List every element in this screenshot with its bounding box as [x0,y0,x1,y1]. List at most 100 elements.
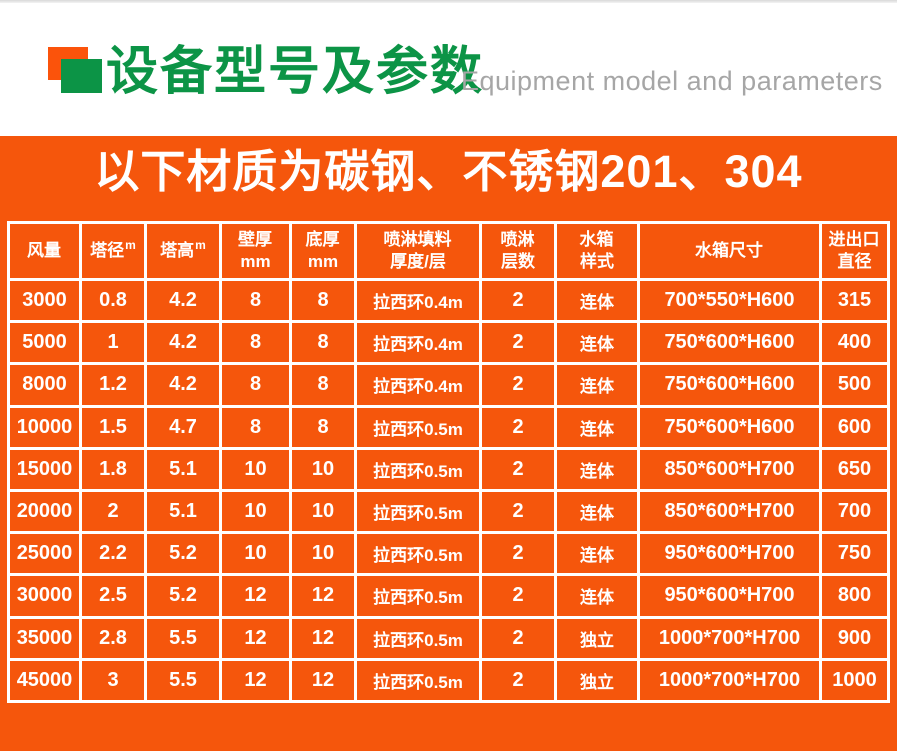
table-cell: 950*600*H700 [640,576,819,616]
table-cell: 2.5 [82,576,144,616]
table-cell: 5.2 [147,576,219,616]
header-unit: m [125,237,136,252]
table-cell: 2 [482,449,554,489]
table-cell: 1.5 [82,407,144,447]
table-cell: 5.5 [147,660,219,700]
table-cell: 315 [822,281,887,321]
table-cell: 10 [222,449,289,489]
table-cell: 4.7 [147,407,219,447]
table-cell: 850*600*H700 [640,492,819,532]
table-cell: 拉西环0.5m [357,576,479,616]
table-cell: 750 [822,534,887,574]
table-cell: 800 [822,576,887,616]
top-divider [0,0,897,3]
spec-table: 风量 塔径 m 塔高 m 壁厚 mm 底厚 mm 喷淋填料 厚度/层 [7,221,890,703]
header-text: 塔径 [90,240,125,260]
column-header-bottom-thickness: 底厚 mm [292,224,354,278]
table-cell: 4.2 [147,365,219,405]
header-text: 水箱尺寸 [695,240,763,260]
table-cell: 8 [292,323,354,363]
table-cell: 1 [82,323,144,363]
table-cell: 拉西环0.4m [357,323,479,363]
column-header-tower-height: 塔高 m [147,224,219,278]
table-cell: 1000*700*H700 [640,618,819,658]
table-cell: 5.2 [147,534,219,574]
table-cell: 45000 [10,660,79,700]
table-cell: 2 [482,618,554,658]
table-cell: 1.2 [82,365,144,405]
table-cell: 750*600*H600 [640,365,819,405]
table-cell: 10 [292,492,354,532]
table-cell: 4.2 [147,323,219,363]
table-cell: 8 [222,281,289,321]
header-text: 喷淋 [500,229,535,249]
table-cell: 700*550*H600 [640,281,819,321]
table-cell: 12 [292,660,354,700]
table-cell: 8 [222,407,289,447]
table-cell: 15000 [10,449,79,489]
table-cell: 2 [482,407,554,447]
table-cell: 10 [292,534,354,574]
table-cell: 连体 [557,323,637,363]
table-cell: 12 [222,618,289,658]
table-cell: 0.8 [82,281,144,321]
header-text: 壁厚 [238,229,272,249]
logo-green-square [61,59,102,93]
header-text: 喷淋填料 [383,229,452,249]
table-cell: 2 [482,323,554,363]
table-cell: 12 [292,576,354,616]
table-cell: 连体 [557,534,637,574]
column-header-inlet-outlet-diameter: 进出口 直径 [822,224,887,278]
table-cell: 8 [292,407,354,447]
table-cell: 2 [482,492,554,532]
header-unit: m [195,237,206,252]
table-cell: 拉西环0.5m [357,449,479,489]
table-cell: 8 [222,323,289,363]
spec-section: 以下材质为碳钢、不锈钢201、304 风量 塔径 m 塔高 m 壁厚 mm 底厚 m… [0,136,897,751]
table-cell: 连体 [557,365,637,405]
table-cell: 2 [482,660,554,700]
table-cell: 12 [222,660,289,700]
table-cell: 独立 [557,618,637,658]
header-text-line2: mm [240,252,271,271]
table-cell: 拉西环0.4m [357,365,479,405]
table-cell: 10 [222,492,289,532]
table-cell: 连体 [557,407,637,447]
table-cell: 750*600*H600 [640,323,819,363]
table-cell: 8 [292,365,354,405]
table-cell: 850*600*H700 [640,449,819,489]
table-cell: 600 [822,407,887,447]
table-cell: 独立 [557,660,637,700]
column-header-spray-packing: 喷淋填料 厚度/层 [357,224,479,278]
table-cell: 5.5 [147,618,219,658]
table-cell: 900 [822,618,887,658]
table-cell: 连体 [557,492,637,532]
column-header-wall-thickness: 壁厚 mm [222,224,289,278]
table-cell: 2.2 [82,534,144,574]
column-header-tank-style: 水箱 样式 [557,224,637,278]
table-cell: 700 [822,492,887,532]
header-text: 进出口 [828,229,880,249]
table-cell: 10000 [10,407,79,447]
table-cell: 1.8 [82,449,144,489]
table-cell: 1000*700*H700 [640,660,819,700]
column-header-tank-size: 水箱尺寸 [640,224,819,278]
table-cell: 2 [482,365,554,405]
table-cell: 950*600*H700 [640,534,819,574]
table-cell: 连体 [557,576,637,616]
table-cell: 2 [482,576,554,616]
header-text-line2: 样式 [580,252,614,271]
header-text: 风量 [27,240,61,260]
column-header-airflow: 风量 [10,224,79,278]
table-cell: 650 [822,449,887,489]
table-cell: 拉西环0.4m [357,281,479,321]
material-banner: 以下材质为碳钢、不锈钢201、304 [94,146,803,197]
table-cell: 500 [822,365,887,405]
table-cell: 2 [82,492,144,532]
table-cell: 750*600*H600 [640,407,819,447]
table-cell: 12 [292,618,354,658]
table-cell: 连体 [557,281,637,321]
table-cell: 2 [482,281,554,321]
header-text-line2: 层数 [501,252,535,271]
